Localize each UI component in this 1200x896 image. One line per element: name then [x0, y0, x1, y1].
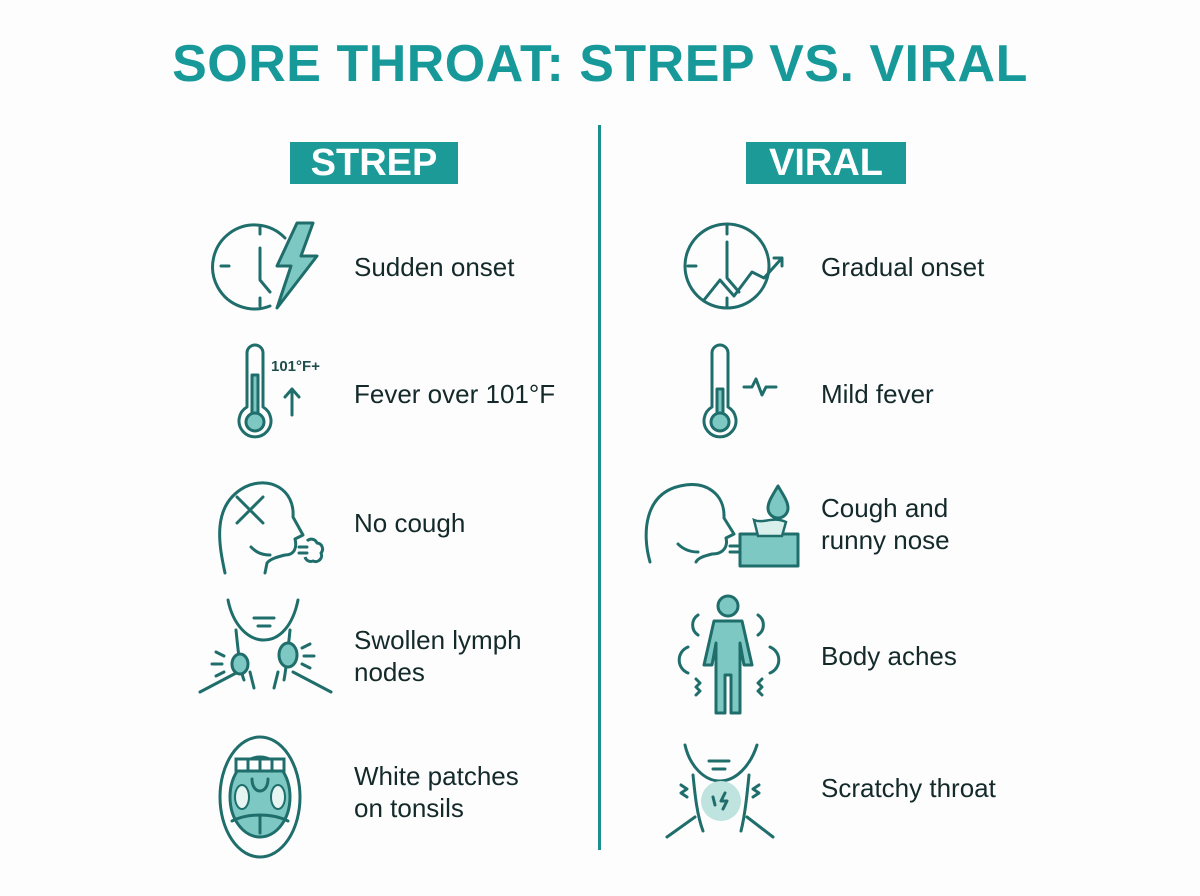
viral-item-label: Cough and runny nose: [821, 493, 950, 555]
viral-item-label: Mild fever: [821, 379, 934, 409]
clock-lightning-icon: [211, 218, 325, 313]
page-title: SORE THROAT: STREP VS. VIRAL: [172, 35, 1028, 93]
fever-threshold-text: 101°F+: [271, 358, 320, 375]
viral-item-label: Scratchy throat: [821, 773, 996, 803]
viral-item-label: Gradual onset: [821, 252, 985, 282]
body-aches-icon: [677, 593, 781, 718]
clock-trend-icon: [682, 218, 797, 313]
strep-item-label: Swollen lymph nodes: [354, 625, 522, 687]
viral-item-label: Body aches: [821, 641, 957, 671]
scratchy-throat-icon: [665, 743, 775, 840]
strep-item-label: Fever over 101°F: [354, 379, 556, 409]
open-mouth-tonsils-icon: [218, 735, 303, 860]
column-divider: [598, 125, 601, 850]
swollen-lymph-nodes-icon: [198, 598, 333, 695]
strep-item-label: No cough: [354, 508, 466, 538]
head-cough-tissue-icon: [640, 474, 805, 574]
strep-item-label: Sudden onset: [354, 252, 515, 282]
strep-heading: STREP: [290, 142, 458, 184]
head-no-cough-icon: [215, 475, 325, 575]
strep-item-label: White patches on tonsils: [354, 761, 519, 823]
thermometer-mild-icon: [700, 343, 785, 440]
viral-heading: VIRAL: [746, 142, 906, 184]
thermometer-high-icon: 101°F+: [235, 343, 320, 440]
